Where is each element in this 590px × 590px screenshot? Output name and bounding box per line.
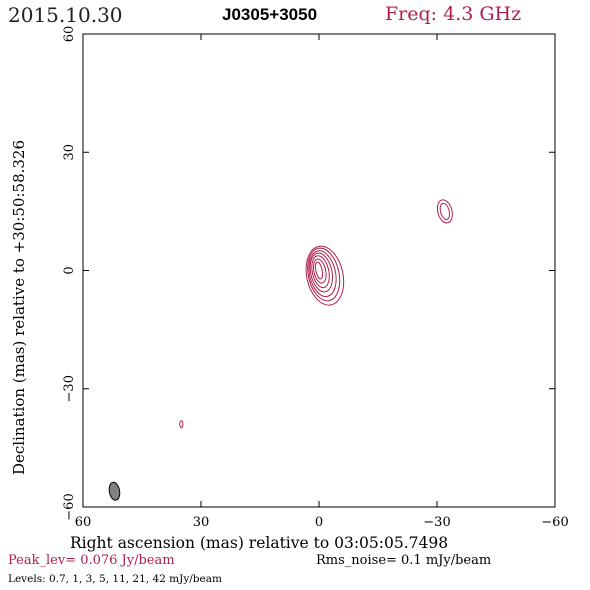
x-tick-label: −60 (541, 515, 568, 530)
y-tick-label: −60 (62, 493, 77, 520)
contour-levels: Levels: 0.7, 1, 3, 5, 11, 21, 42 mJy/bea… (8, 573, 222, 585)
epoch-date: 2015.10.30 (8, 3, 123, 27)
frequency-label: Freq: 4.3 GHz (385, 3, 522, 25)
core-contour (314, 261, 324, 280)
y-tick-label: 0 (62, 266, 77, 274)
core-contour (312, 258, 327, 284)
peak-level: Peak_lev= 0.076 Jy/beam (8, 553, 175, 568)
noise-contour (179, 420, 184, 429)
plot-frame (82, 33, 556, 508)
core-contour (309, 252, 334, 293)
contours (179, 199, 453, 429)
beam (108, 481, 121, 501)
x-axis-label: Right ascension (mas) relative to 03:05:… (70, 534, 449, 552)
x-tick-label: 0 (315, 515, 323, 530)
source-name: J0305+3050 (222, 5, 318, 24)
x-tick-label: −30 (423, 515, 450, 530)
y-tick-label: −30 (62, 375, 77, 402)
axis-ticks (82, 33, 556, 508)
beam-ellipse (108, 481, 121, 501)
y-tick-label: 30 (62, 144, 77, 161)
y-axis-label: Declination (mas) relative to +30:50:58.… (10, 139, 28, 475)
plot-border (82, 33, 556, 508)
core-contour (308, 250, 337, 298)
jet-contour (436, 199, 453, 224)
core-contour (307, 247, 341, 302)
core-contour (311, 255, 330, 289)
y-tick-label: 60 (62, 26, 77, 43)
jet-contour (439, 202, 451, 220)
core-contour (305, 245, 345, 306)
x-tick-label: 60 (75, 515, 92, 530)
rms-noise: Rms_noise= 0.1 mJy/beam (316, 553, 492, 568)
x-tick-label: 30 (193, 515, 210, 530)
